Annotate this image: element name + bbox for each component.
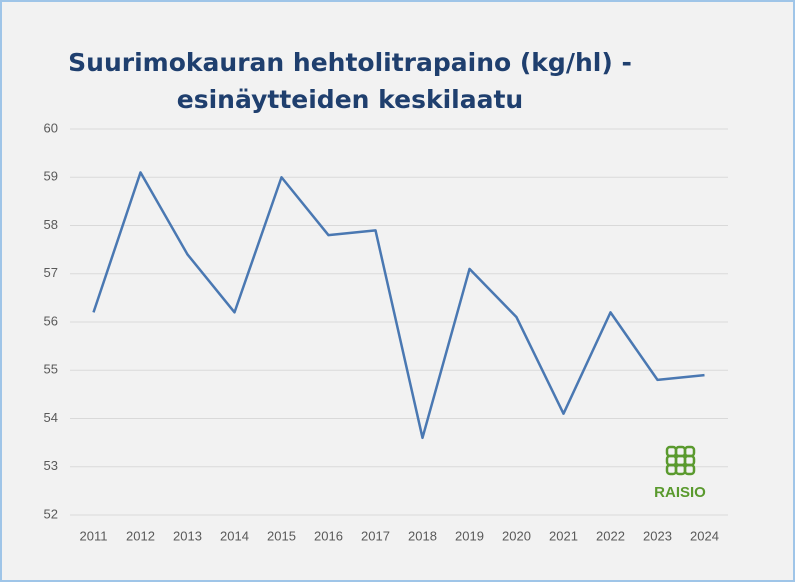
data-line <box>92 171 705 440</box>
x-tick-label: 2017 <box>361 528 390 543</box>
x-tick-label: 2022 <box>596 528 625 543</box>
logo-text: RAISIO <box>654 484 706 501</box>
chart-title: esinäytteiden keskilaatu <box>177 85 523 114</box>
x-tick-label: 2021 <box>549 528 578 543</box>
y-tick-label: 56 <box>44 313 58 328</box>
logo <box>665 445 696 476</box>
y-tick-label: 54 <box>44 410 58 425</box>
chart-title: Suurimokauran hehtolitrapaino (kg/hl) - <box>68 48 632 77</box>
x-tick-label: 2023 <box>643 528 672 543</box>
y-tick-label: 57 <box>44 265 58 280</box>
y-tick-label: 53 <box>44 458 58 473</box>
y-tick-label: 59 <box>44 169 58 184</box>
x-tick-label: 2014 <box>220 528 249 543</box>
y-tick-label: 52 <box>44 506 58 521</box>
x-tick-label: 2018 <box>408 528 437 543</box>
x-tick-label: 2024 <box>690 528 719 543</box>
x-tick-label: 2019 <box>455 528 484 543</box>
x-tick-label: 2011 <box>80 528 108 543</box>
y-tick-label: 60 <box>44 120 58 135</box>
x-tick-label: 2016 <box>314 528 343 543</box>
y-tick-label: 55 <box>44 362 58 377</box>
y-tick-label: 58 <box>44 217 58 232</box>
x-tick-label: 2013 <box>173 528 202 543</box>
x-tick-label: 2012 <box>126 528 155 543</box>
x-tick-label: 2015 <box>267 528 296 543</box>
x-tick-label: 2020 <box>502 528 531 543</box>
